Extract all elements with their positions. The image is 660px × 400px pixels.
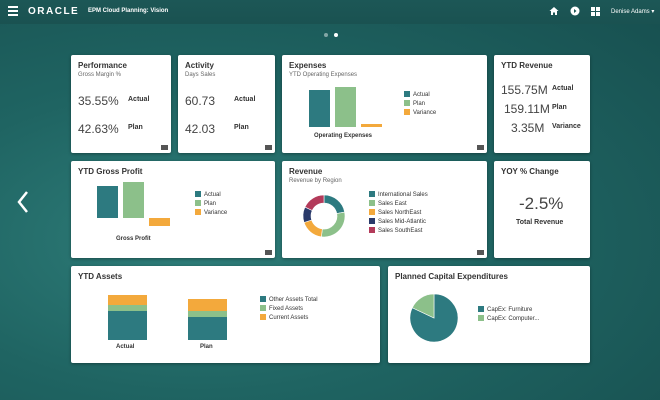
plan-value: 42.63%: [78, 122, 119, 136]
card-subtitle: Gross Margin %: [78, 72, 122, 78]
expenses-card[interactable]: Expenses YTD Operating Expenses Operatin…: [282, 55, 487, 153]
capex-slice-computer[interactable]: [411, 293, 435, 319]
previous-page-arrow-icon[interactable]: [16, 190, 30, 214]
actual-label: Actual: [234, 96, 256, 103]
card-title: Revenue: [289, 167, 323, 176]
legend-item: Variance: [195, 209, 227, 218]
hamburger-menu-icon[interactable]: [8, 6, 18, 18]
legend-item: Plan: [195, 200, 227, 209]
actual-label: Actual: [552, 85, 574, 92]
assets-bar-plan-fixed[interactable]: [188, 311, 227, 317]
card-subtitle: YTD Operating Expenses: [289, 72, 358, 78]
resize-corner-icon[interactable]: [161, 145, 168, 150]
top-bar: ORACLE EPM Cloud Planning: Vision Denise…: [0, 0, 660, 24]
actual-value: 60.73: [185, 94, 216, 108]
assets-bar-plan-current[interactable]: [188, 298, 227, 312]
ytd-revenue-card[interactable]: YTD Revenue 155.75M Actual 159.11M Plan …: [494, 55, 590, 153]
yoy-change-card[interactable]: YOY % Change -2.5% Total Revenue: [494, 161, 590, 258]
card-title: Activity: [185, 61, 214, 70]
chart-legend: CapEx: Furniture CapEx: Computer...: [478, 306, 539, 324]
card-title: Performance: [78, 61, 127, 70]
legend-item: Actual: [195, 191, 227, 200]
legend-item: Actual: [404, 91, 436, 100]
expenses-bar-variance[interactable]: [361, 124, 382, 127]
chart-legend: Actual Plan Variance: [195, 191, 227, 218]
performance-card[interactable]: Performance Gross Margin % 35.55% Actual…: [71, 55, 171, 153]
legend-item: Sales SouthEast: [369, 227, 428, 236]
resize-corner-icon[interactable]: [265, 250, 272, 255]
navigator-icon[interactable]: [570, 6, 580, 16]
home-icon[interactable]: [549, 6, 559, 16]
yoy-value: -2.5%: [519, 194, 564, 213]
assets-bar-actual-other[interactable]: [108, 311, 147, 340]
user-menu[interactable]: Denise Adams ▾: [611, 9, 655, 15]
revenue-slice-sales-northeast[interactable]: [303, 219, 323, 238]
resize-corner-icon[interactable]: [477, 145, 484, 150]
revenue-card[interactable]: Revenue Revenue by Region International …: [282, 161, 487, 258]
assets-bar-actual-fixed[interactable]: [108, 305, 147, 312]
actual-value: 35.55%: [78, 94, 119, 108]
legend-item: Fixed Assets: [260, 305, 318, 314]
page-indicator: [321, 24, 341, 42]
resize-corner-icon[interactable]: [477, 250, 484, 255]
chart-legend: Actual Plan Variance: [404, 91, 436, 118]
capex-card[interactable]: Planned Capital Expenditures CapEx: Furn…: [388, 266, 590, 363]
category-label-plan: Plan: [200, 344, 213, 350]
revenue-slice-sales-southeast[interactable]: [304, 194, 325, 211]
legend-item: Plan: [404, 100, 436, 109]
category-label-actual: Actual: [116, 344, 135, 350]
actual-label: Actual: [128, 96, 150, 103]
legend-item: Variance: [404, 109, 436, 118]
card-title: YTD Gross Profit: [78, 167, 143, 176]
card-title: YTD Revenue: [501, 61, 553, 70]
card-subtitle: Days Sales: [185, 72, 216, 78]
page-dot-active[interactable]: [334, 33, 338, 37]
legend-item: Sales Mid-Atlantic: [369, 218, 428, 227]
app-grid-icon[interactable]: [591, 7, 600, 16]
expenses-bar-plan[interactable]: [335, 86, 356, 127]
legend-item: CapEx: Furniture: [478, 306, 539, 315]
app-title: EPM Cloud Planning: Vision: [88, 8, 169, 14]
revenue-donut-chart[interactable]: [299, 191, 349, 241]
ytd-assets-card[interactable]: YTD Assets Actual Plan Other Assets Tota…: [71, 266, 380, 363]
oracle-logo: ORACLE: [28, 6, 80, 17]
legend-item: Current Assets: [260, 314, 318, 323]
card-title: Expenses: [289, 61, 327, 70]
legend-item: Other Assets Total: [260, 296, 318, 305]
x-axis-label: Operating Expenses: [314, 133, 373, 139]
gross-profit-bar-actual[interactable]: [97, 186, 118, 218]
x-axis-label: Gross Profit: [116, 236, 151, 242]
revenue-slice-sales-east[interactable]: [321, 211, 346, 238]
card-subtitle: Revenue by Region: [289, 178, 342, 184]
chart-legend: International Sales Sales East Sales Nor…: [369, 191, 428, 236]
yoy-label: Total Revenue: [516, 219, 564, 226]
assets-bar-plan-other[interactable]: [188, 316, 227, 340]
activity-card[interactable]: Activity Days Sales 60.73 Actual 42.03 P…: [178, 55, 275, 153]
legend-item: Sales East: [369, 200, 428, 209]
variance-value: 3.35M: [511, 121, 545, 135]
variance-label: Variance: [552, 123, 581, 130]
card-title: YOY % Change: [501, 167, 559, 176]
card-title: Planned Capital Expenditures: [395, 272, 508, 281]
legend-item: International Sales: [369, 191, 428, 200]
plan-label: Plan: [552, 104, 567, 111]
chart-legend: Other Assets Total Fixed Assets Current …: [260, 296, 318, 323]
resize-corner-icon[interactable]: [265, 145, 272, 150]
plan-label: Plan: [128, 124, 143, 131]
plan-value: 159.11M: [504, 102, 550, 116]
ytd-gross-profit-card[interactable]: YTD Gross Profit Gross Profit Actual Pla…: [71, 161, 275, 258]
plan-label: Plan: [234, 124, 249, 131]
page-dot[interactable]: [324, 33, 328, 37]
card-title: YTD Assets: [78, 272, 123, 281]
plan-value: 42.03: [185, 122, 216, 136]
actual-value: 155.75M: [501, 83, 548, 97]
capex-pie-chart[interactable]: [409, 293, 459, 343]
assets-bar-actual-current[interactable]: [108, 294, 147, 306]
expenses-bar-actual[interactable]: [309, 90, 330, 127]
legend-item: CapEx: Computer...: [478, 315, 539, 324]
revenue-slice-international-sales[interactable]: [323, 194, 345, 214]
legend-item: Sales NorthEast: [369, 209, 428, 218]
gross-profit-bar-plan[interactable]: [123, 181, 144, 218]
gross-profit-bar-variance[interactable]: [149, 218, 170, 226]
